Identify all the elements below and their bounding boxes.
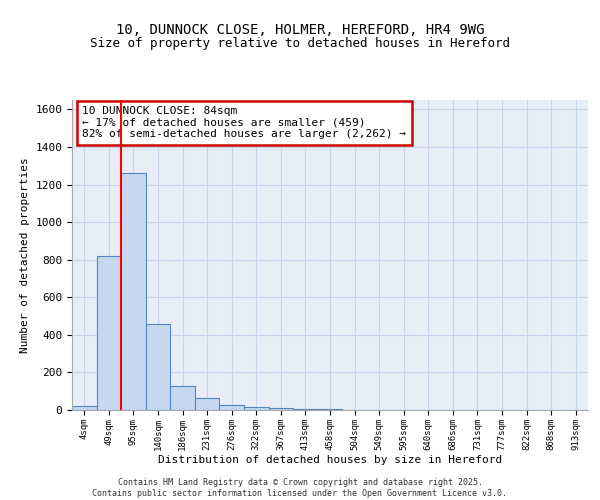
Y-axis label: Number of detached properties: Number of detached properties — [20, 157, 30, 353]
Bar — [269, 408, 293, 410]
Bar — [220, 406, 244, 410]
Text: Contains HM Land Registry data © Crown copyright and database right 2025.
Contai: Contains HM Land Registry data © Crown c… — [92, 478, 508, 498]
Bar — [293, 409, 318, 410]
Bar — [97, 256, 121, 410]
Bar — [170, 386, 195, 410]
Bar — [146, 324, 170, 410]
Bar — [244, 407, 269, 410]
Bar — [195, 398, 220, 410]
Bar — [121, 174, 146, 410]
Bar — [72, 406, 97, 410]
Text: 10, DUNNOCK CLOSE, HOLMER, HEREFORD, HR4 9WG: 10, DUNNOCK CLOSE, HOLMER, HEREFORD, HR4… — [116, 22, 484, 36]
Text: 10 DUNNOCK CLOSE: 84sqm
← 17% of detached houses are smaller (459)
82% of semi-d: 10 DUNNOCK CLOSE: 84sqm ← 17% of detache… — [82, 106, 406, 140]
X-axis label: Distribution of detached houses by size in Hereford: Distribution of detached houses by size … — [158, 456, 502, 466]
Text: Size of property relative to detached houses in Hereford: Size of property relative to detached ho… — [90, 38, 510, 51]
